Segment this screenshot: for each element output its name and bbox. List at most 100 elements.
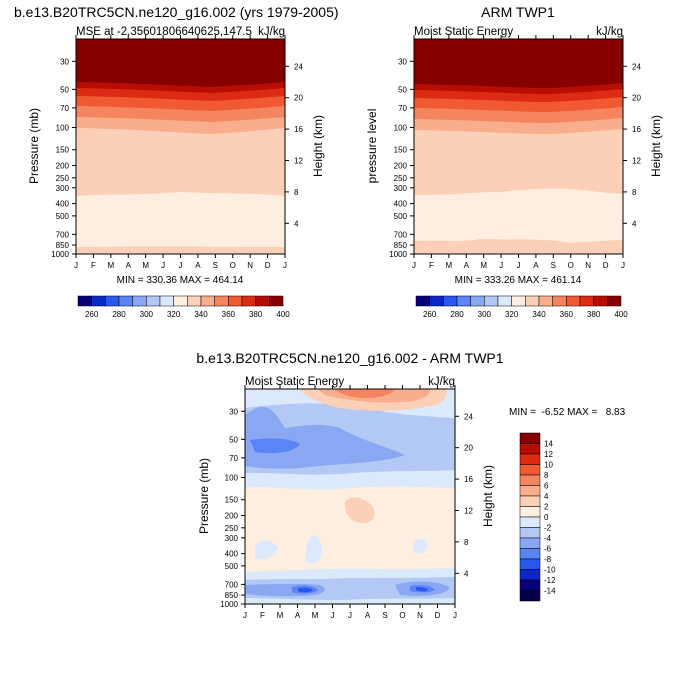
y-tick-label: 1000	[51, 250, 69, 259]
y-tick-label: 200	[56, 162, 70, 171]
colorbar-swatch	[77, 295, 92, 307]
x-tick-label: J	[453, 611, 457, 620]
colorbar-label: -4	[544, 534, 552, 543]
y-tick-label: 50	[398, 85, 407, 94]
x-tick-label: D	[265, 261, 271, 270]
x-tick-label: M	[277, 611, 284, 620]
colorbar-label: 14	[544, 440, 553, 449]
y-tick-label: 500	[56, 212, 70, 221]
colorbar-swatch	[105, 295, 120, 307]
colorbar-label: -8	[544, 555, 552, 564]
colorbar-label: -10	[544, 566, 556, 575]
colorbar-swatch	[470, 295, 485, 307]
x-tick-label: J	[348, 611, 352, 620]
colorbar-swatch	[456, 295, 471, 307]
colorbar-swatch	[519, 548, 541, 560]
colorbar-label: 300	[140, 310, 154, 319]
panel-model-title: b.e13.B20TRC5CN.ne120_g16.002 (yrs 1979-…	[14, 4, 339, 20]
panel-diff-region-mid-neg-c	[413, 538, 428, 554]
x-tick-label: J	[243, 611, 247, 620]
colorbar-label: -6	[544, 545, 552, 554]
panel-obs-band-surface	[414, 239, 623, 254]
panel-model-band-surface	[76, 246, 285, 254]
colorbar-label: 340	[532, 310, 546, 319]
y-tick-label: 700	[225, 580, 239, 589]
colorbar-swatch	[519, 579, 541, 591]
panel-model-subtitle-left: MSE at -2.35601806640625,147.5	[76, 26, 252, 38]
y-right-tick-label: 4	[632, 219, 637, 228]
x-tick-label: M	[480, 261, 487, 270]
y-tick-label: 850	[394, 241, 408, 250]
colorbar-swatch	[519, 506, 541, 518]
colorbar-label: 260	[85, 310, 99, 319]
panel-obs-colorbar: 260 280 300 320 340 360 380 400	[415, 295, 628, 319]
panel-diff-region-upper-neg4	[250, 438, 300, 454]
colorbar-label: 300	[478, 310, 492, 319]
panel-obs-subtitle-left: Moist Static Energy	[414, 26, 513, 38]
x-tick-label: D	[435, 611, 441, 620]
y-tick-label: 700	[394, 230, 408, 239]
x-tick-label: M	[445, 261, 452, 270]
y-tick-label: 250	[394, 174, 408, 183]
y-tick-label: 500	[394, 212, 408, 221]
colorbar-label: 260	[423, 310, 437, 319]
colorbar-label: 400	[614, 310, 628, 319]
colorbar-swatch	[552, 295, 567, 307]
x-tick-label: F	[429, 261, 434, 270]
colorbar-label: 4	[544, 492, 549, 501]
colorbar-swatch	[519, 432, 541, 444]
y-right-tick-label: 8	[464, 538, 469, 547]
y-right-tick-label: 12	[632, 156, 641, 165]
y-tick-label: 300	[394, 184, 408, 193]
colorbar-swatch	[519, 527, 541, 539]
colorbar-swatch	[173, 295, 188, 307]
x-tick-label: M	[142, 261, 149, 270]
colorbar-label: 12	[544, 450, 553, 459]
colorbar-label: 0	[544, 513, 549, 522]
y-tick-label: 300	[56, 184, 70, 193]
colorbar-swatch	[519, 474, 541, 486]
y-right-tick-label: 20	[632, 94, 641, 103]
x-tick-label: A	[464, 261, 470, 270]
colorbar-label: 360	[560, 310, 574, 319]
x-tick-label: S	[551, 261, 556, 270]
panel-diff-region-upper-neg3	[245, 406, 405, 469]
y-tick-label: 850	[225, 591, 239, 600]
x-tick-label: F	[91, 261, 96, 270]
x-tick-label: J	[412, 261, 416, 270]
colorbar-label: -14	[544, 587, 556, 596]
colorbar-label: 320	[167, 310, 181, 319]
panel-diff-plot	[244, 388, 456, 605]
panel-diff-ylabel: Pressure (mb)	[197, 458, 211, 534]
colorbar-label: 380	[587, 310, 601, 319]
panel-diff-subtitle-right: kJ/kg	[428, 376, 455, 388]
panel-diff-region-low-neg4	[292, 585, 435, 594]
y-tick-label: 700	[56, 230, 70, 239]
x-tick-label: A	[295, 611, 301, 620]
colorbar-label: 10	[544, 461, 553, 470]
colorbar-swatch	[525, 295, 540, 307]
y-right-tick-label: 12	[294, 156, 303, 165]
y-tick-label: 400	[56, 200, 70, 209]
colorbar-label: 360	[222, 310, 236, 319]
y-right-tick-label: 16	[632, 125, 641, 134]
y-tick-label: 30	[60, 57, 69, 66]
panel-model-stats: MIN = 330.36 MAX = 464.14	[117, 275, 244, 286]
x-tick-label: M	[312, 611, 319, 620]
colorbar-swatch	[415, 295, 430, 307]
panel-diff-region-mid-pos	[344, 497, 375, 524]
y-tick-label: 400	[225, 550, 239, 559]
colorbar-swatch	[269, 295, 284, 307]
x-tick-label: O	[230, 261, 236, 270]
y-tick-label: 70	[398, 104, 407, 113]
y-tick-label: 850	[56, 241, 70, 250]
colorbar-swatch	[214, 295, 229, 307]
colorbar-swatch	[519, 516, 541, 528]
panel-diff-title: b.e13.B20TRC5CN.ne120_g16.002 - ARM TWP1	[196, 350, 503, 366]
colorbar-swatch	[519, 453, 541, 465]
y-tick-label: 150	[394, 146, 408, 155]
colorbar-swatch	[593, 295, 608, 307]
